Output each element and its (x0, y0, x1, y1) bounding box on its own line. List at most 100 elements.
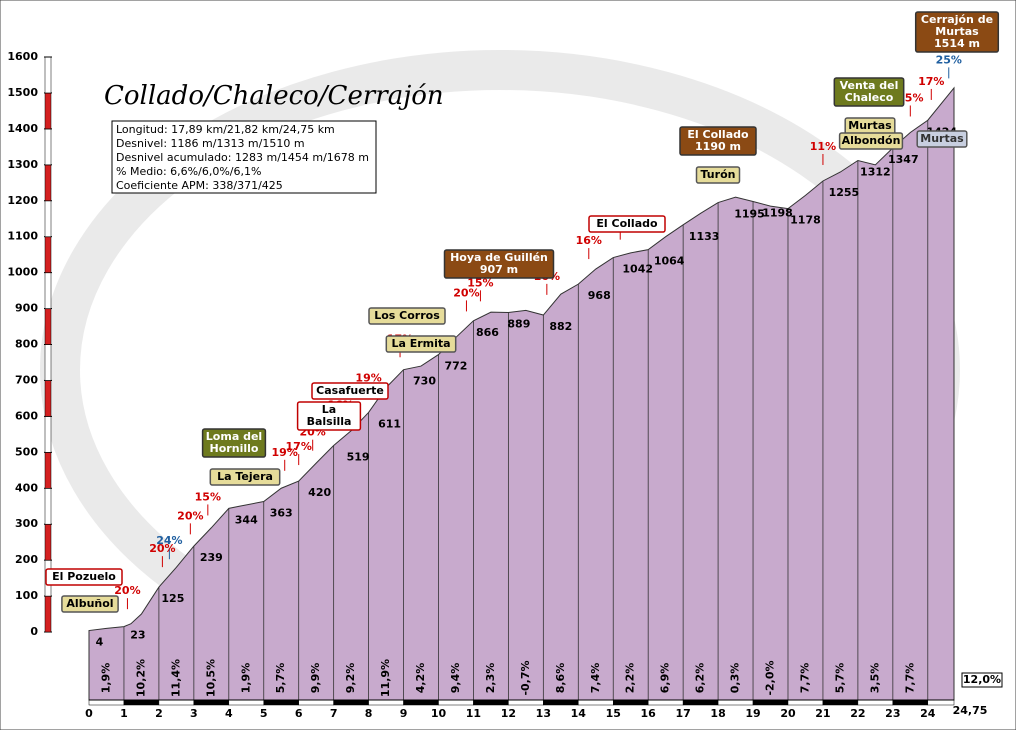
segment-gradient: 5,7% (833, 663, 846, 694)
x-tick-label: 16 (641, 707, 657, 720)
y-axis-band (44, 344, 52, 381)
x-tick-label: 10 (431, 707, 447, 720)
spot-height: 866 (476, 326, 499, 339)
gradient-note: 20% (149, 542, 175, 555)
km-bar (333, 699, 369, 706)
km-bar (508, 699, 544, 706)
km-bar (822, 699, 859, 706)
place-label: Murtas (920, 132, 964, 145)
x-tick-label: 0 (85, 707, 93, 720)
gradient-note: 17% (918, 75, 944, 88)
segment-gradient: 7,7% (798, 663, 811, 694)
segment-gradient: 9,2% (344, 663, 357, 694)
y-tick-label: 200 (15, 553, 38, 566)
place-label: Murtas (848, 119, 892, 132)
place-label: Balsilla (307, 415, 352, 428)
place-label: Hoya de Guillén (450, 251, 548, 264)
x-tick-label: 5 (260, 707, 268, 720)
x-tick-label: 4 (225, 707, 233, 720)
place-box (296, 401, 362, 431)
km-bar (752, 699, 789, 706)
km-bar (298, 699, 334, 706)
place-box (201, 428, 267, 458)
spot-height: 344 (235, 513, 258, 526)
spot-height: 1042 (622, 263, 653, 276)
spot-height: 4 (96, 636, 104, 649)
spot-height: 1255 (829, 186, 860, 199)
segment-gradient: 4,2% (414, 663, 427, 694)
place-box (311, 382, 389, 400)
place-box (385, 335, 457, 353)
x-tick-label: 19 (745, 707, 760, 720)
place-label: El Collado (687, 128, 749, 141)
y-tick-label: 1000 (7, 266, 38, 279)
km-bar (892, 699, 929, 706)
y-tick-label: 1400 (7, 122, 38, 135)
place-box (443, 249, 555, 279)
place-box (838, 132, 904, 150)
segment-gradient: 0,3% (729, 663, 742, 694)
x-tick-label: 20 (780, 707, 796, 720)
x-tick-label: 3 (190, 707, 198, 720)
y-axis-band (44, 200, 52, 237)
y-axis-band (44, 272, 52, 309)
segment-gradient: 9,9% (309, 663, 322, 694)
x-tick-label: 6 (295, 707, 303, 720)
info-line: Longitud: 17,89 km/21,82 km/24,75 km (116, 123, 335, 136)
spot-height: 1347 (888, 153, 919, 166)
y-tick-label: 500 (15, 445, 38, 458)
km-bar (787, 699, 824, 706)
segment-gradient: 7,7% (903, 663, 916, 694)
segment-gradient: 3,5% (868, 663, 881, 694)
place-label: Casafuerte (316, 384, 384, 397)
chart-title: Collado/Chaleco/Cerrajón (104, 81, 444, 111)
spot-height: 1178 (790, 214, 821, 227)
y-axis-band (44, 236, 52, 273)
segment-gradient: -0,7% (519, 660, 532, 695)
elevation-area (88, 86, 955, 701)
place-label: Los Corros (374, 309, 440, 322)
x-tick-label: 8 (365, 707, 373, 720)
place-label: El Collado (596, 217, 658, 230)
place-label: 1190 m (695, 140, 741, 153)
km-bar (682, 699, 719, 706)
spot-height: 968 (588, 289, 611, 302)
segment-gradient: 11,4% (169, 659, 182, 697)
gradient-note: 16% (576, 234, 602, 247)
segment-gradient: 9,4% (449, 663, 462, 694)
gradient-note: 20% (453, 286, 479, 299)
y-tick-label: 0 (30, 625, 38, 638)
place-label: Murtas (935, 25, 979, 38)
segment-gradient: 8,6% (554, 663, 567, 694)
y-axis-band (44, 452, 52, 489)
spot-height: 772 (444, 360, 467, 373)
spot-height: 889 (507, 318, 530, 331)
info-line: Desnivel acumulado: 1283 m/1454 m/1678 m (116, 151, 369, 164)
spot-height: 420 (308, 486, 331, 499)
y-tick-label: 400 (15, 481, 38, 494)
spot-height: 363 (270, 507, 293, 520)
km-bar (193, 699, 230, 706)
place-label: 1514 m (934, 37, 980, 50)
y-tick-label: 300 (15, 517, 38, 530)
segment-gradient: 12,0% (963, 673, 1001, 686)
x-tick-label: 12 (501, 707, 516, 720)
y-tick-label: 100 (15, 589, 38, 602)
km-bar (647, 699, 684, 706)
place-label: Loma del (206, 430, 262, 443)
gradient-note: 24% (156, 534, 182, 547)
spot-height: 1312 (860, 166, 891, 179)
segment-gradient: 11,9% (379, 659, 392, 697)
place-label: La (322, 403, 336, 416)
place-label: Turón (701, 168, 736, 181)
place-box (61, 595, 119, 613)
spot-height: 1198 (762, 206, 793, 219)
x-tick-label: 14 (571, 707, 587, 720)
km-bar (578, 699, 614, 706)
y-tick-label: 1600 (7, 50, 38, 63)
y-tick-label: 600 (15, 409, 38, 422)
place-box (588, 215, 666, 233)
place-box (45, 568, 123, 586)
spot-height: 730 (413, 375, 436, 388)
place-label: La Tejera (217, 470, 273, 483)
